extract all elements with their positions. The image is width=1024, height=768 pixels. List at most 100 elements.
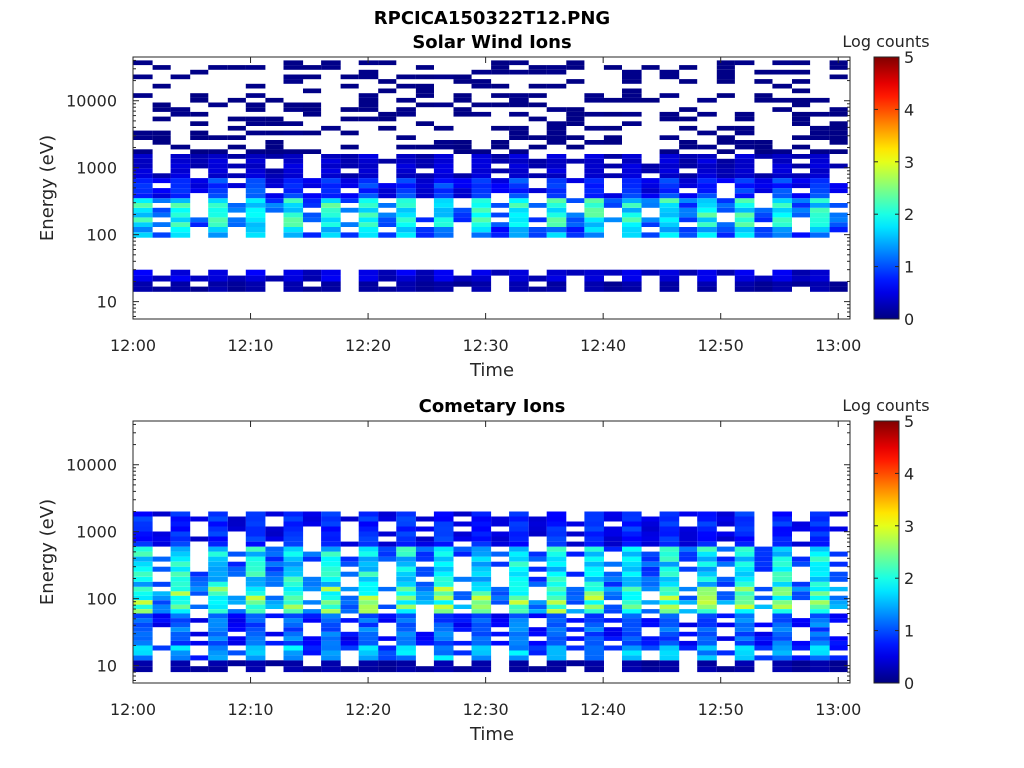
heatmap-cell bbox=[152, 188, 171, 194]
heatmap-cell bbox=[641, 586, 660, 592]
heatmap-cell bbox=[528, 566, 547, 572]
heatmap-cell bbox=[358, 154, 379, 159]
heatmap-cell bbox=[208, 531, 228, 537]
heatmap-cell bbox=[208, 551, 228, 557]
heatmap-cell bbox=[792, 660, 811, 667]
heatmap-cell bbox=[734, 655, 755, 661]
heatmap-cell bbox=[283, 79, 304, 84]
heatmap-cell bbox=[622, 546, 642, 552]
heatmap-cell bbox=[716, 531, 735, 537]
heatmap-cell bbox=[584, 168, 604, 174]
heatmap-cell bbox=[433, 183, 454, 189]
heatmap-cell bbox=[321, 511, 341, 517]
heatmap-cell bbox=[321, 536, 341, 542]
heatmap-cell bbox=[584, 609, 604, 614]
heatmap-cell bbox=[208, 207, 228, 213]
heatmap-cell bbox=[227, 217, 246, 223]
heatmap-cell bbox=[509, 571, 529, 577]
heatmap-cell bbox=[584, 627, 604, 632]
heatmap-cell bbox=[396, 269, 416, 276]
heatmap-cell bbox=[433, 551, 454, 557]
heatmap-cell bbox=[603, 595, 622, 601]
heatmap-cell bbox=[433, 604, 454, 609]
heatmap-cell bbox=[283, 581, 304, 587]
heatmap-cell bbox=[716, 636, 735, 641]
heatmap-cell bbox=[491, 203, 510, 208]
heatmap-cell bbox=[603, 604, 622, 609]
heatmap-cell bbox=[396, 591, 416, 596]
heatmap-cell bbox=[321, 627, 341, 632]
heatmap-cell bbox=[679, 631, 698, 637]
heatmap-cell bbox=[697, 526, 717, 532]
heatmap-cell bbox=[810, 618, 830, 623]
heatmap-cell bbox=[453, 93, 472, 98]
heatmap-cell bbox=[303, 556, 322, 562]
heatmap-cell bbox=[584, 188, 604, 194]
heatmap-cell bbox=[810, 163, 830, 169]
heatmap-cell bbox=[190, 655, 209, 661]
heatmap-cell bbox=[227, 203, 246, 208]
heatmap-cell bbox=[734, 561, 755, 567]
heatmap-cell bbox=[584, 600, 604, 605]
heatmap-cell bbox=[734, 536, 755, 542]
heatmap-cell bbox=[265, 149, 284, 154]
heatmap-cell bbox=[659, 618, 680, 623]
heatmap-cell bbox=[754, 69, 773, 75]
heatmap-cell bbox=[772, 286, 792, 292]
heatmap-cell bbox=[716, 203, 735, 208]
heatmap-cell bbox=[303, 609, 322, 614]
heatmap-cell bbox=[283, 650, 304, 656]
heatmap-cell bbox=[679, 163, 698, 169]
heatmap-cell bbox=[321, 183, 341, 189]
heatmap-cell bbox=[190, 604, 209, 609]
heatmap-cell bbox=[133, 60, 153, 66]
heatmap-cell bbox=[491, 595, 510, 601]
heatmap-cell bbox=[509, 275, 529, 282]
heatmap-cell bbox=[227, 627, 246, 632]
heatmap-cell bbox=[471, 536, 492, 542]
heatmap-cell bbox=[321, 269, 341, 276]
heatmap-cell bbox=[453, 149, 472, 154]
heatmap-cell bbox=[697, 198, 717, 203]
heatmap-cell bbox=[697, 591, 717, 596]
heatmap-cell bbox=[358, 666, 379, 673]
heatmap-cell bbox=[245, 183, 266, 189]
heatmap-cell bbox=[772, 604, 792, 609]
heatmap-cell bbox=[152, 511, 171, 517]
heatmap-cell bbox=[603, 217, 622, 223]
heatmap-cell bbox=[716, 511, 735, 517]
heatmap-cell bbox=[584, 618, 604, 623]
heatmap-cell bbox=[453, 613, 472, 619]
heatmap-cell bbox=[208, 183, 228, 189]
heatmap-cell bbox=[641, 600, 660, 605]
heatmap-cell bbox=[471, 207, 492, 213]
heatmap-cell bbox=[227, 65, 246, 70]
heatmap-cell bbox=[152, 604, 171, 609]
heatmap-cell bbox=[659, 666, 680, 673]
heatmap-cell bbox=[208, 613, 228, 619]
heatmap-cell bbox=[208, 521, 228, 527]
heatmap-cell bbox=[622, 645, 642, 651]
heatmap-cell bbox=[283, 604, 304, 609]
heatmap-cell bbox=[208, 65, 228, 70]
heatmap-cell bbox=[245, 660, 266, 667]
heatmap-cell bbox=[792, 212, 811, 218]
heatmap-cell bbox=[133, 163, 153, 169]
heatmap-cell bbox=[622, 69, 642, 75]
heatmap-cell bbox=[659, 546, 680, 552]
heatmap-cell bbox=[528, 65, 547, 70]
heatmap-cell bbox=[622, 198, 642, 203]
heatmap-cell bbox=[340, 604, 359, 609]
heatmap-cell bbox=[321, 178, 341, 184]
heatmap-cell bbox=[245, 158, 266, 164]
heatmap-cell bbox=[734, 183, 755, 189]
heatmap-cell bbox=[829, 586, 848, 592]
heatmap-cell bbox=[792, 60, 811, 66]
heatmap-cell bbox=[208, 536, 228, 542]
heatmap-cell bbox=[603, 193, 622, 199]
heatmap-cell bbox=[190, 618, 209, 623]
heatmap-cell bbox=[772, 655, 792, 661]
heatmap-cell bbox=[208, 526, 228, 532]
heatmap-cell bbox=[584, 275, 604, 282]
heatmap-cell bbox=[603, 631, 622, 637]
